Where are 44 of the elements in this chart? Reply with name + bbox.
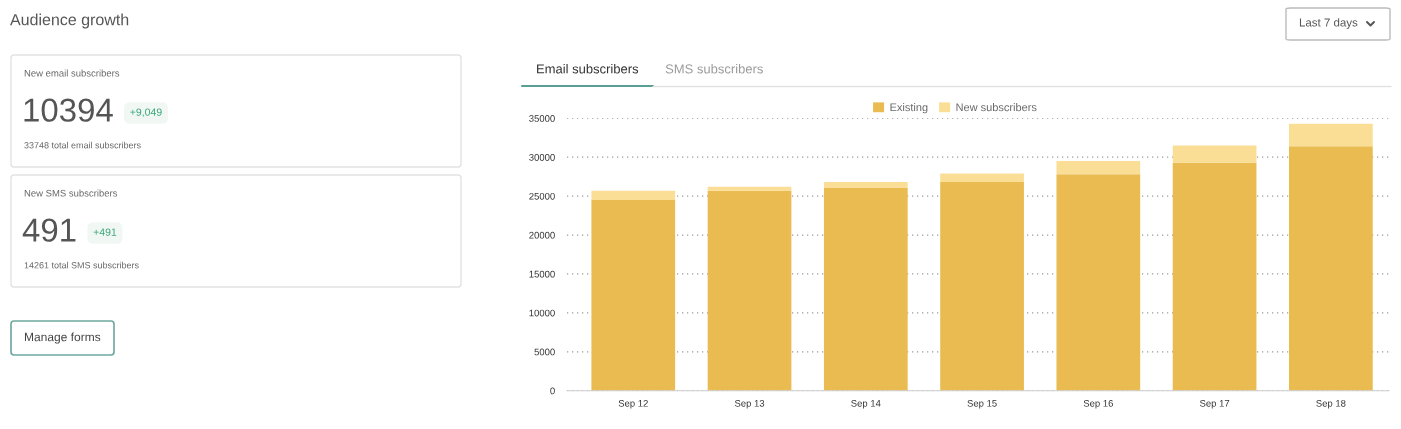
text: +9,049: [130, 108, 162, 118]
text: 10394: [24, 98, 113, 122]
bar: [1172, 145, 1257, 163]
y-tick-label: 10000: [529, 309, 555, 317]
y-tick-label: 25000: [529, 192, 555, 200]
bar: [1289, 146, 1373, 391]
bar: [823, 182, 908, 188]
x-tick-label: Sep 12: [618, 399, 648, 409]
bar: [591, 190, 676, 201]
text: 491: [22, 218, 76, 242]
bar: [1172, 162, 1257, 391]
y-tick-label: 15000: [529, 270, 555, 278]
bar: [1056, 174, 1141, 391]
x-tick-label: Sep 16: [1083, 399, 1113, 409]
legend-label: New subscribers: [956, 103, 1037, 112]
bar: [1056, 161, 1141, 175]
y-tick-label: 35000: [529, 115, 555, 122]
text: New email subscribers: [24, 69, 120, 77]
y-tick-label: 20000: [529, 231, 555, 239]
bar: [940, 173, 1024, 183]
text: Audience growth: [10, 13, 129, 29]
text: SMS subscribers: [665, 63, 763, 74]
bar: [707, 186, 792, 191]
bar: [591, 200, 676, 391]
x-tick-label: Sep 18: [1316, 399, 1346, 409]
text: +491: [93, 228, 117, 236]
x-tick-label: Sep 13: [734, 399, 765, 409]
y-tick-label: 30000: [529, 154, 555, 161]
x-tick-label: Sep 17: [1199, 399, 1230, 409]
bar: [940, 182, 1024, 391]
y-tick-label: 0: [550, 387, 555, 395]
bar: [707, 190, 792, 391]
x-tick-label: Sep 14: [851, 399, 881, 409]
text: Last 7 days: [1299, 18, 1358, 29]
y-tick-label: 5000: [534, 348, 555, 356]
text: Manage forms: [24, 332, 101, 344]
bar: [1289, 123, 1373, 147]
legend-label: Existing: [890, 103, 928, 114]
x-tick-label: Sep 15: [967, 399, 997, 409]
text: Email subscribers: [537, 63, 639, 74]
text: New SMS subscribers: [24, 189, 118, 197]
text: 14261 total SMS subscribers: [24, 261, 139, 269]
text: 33748 total email subscribers: [24, 141, 141, 149]
bar: [823, 187, 908, 391]
